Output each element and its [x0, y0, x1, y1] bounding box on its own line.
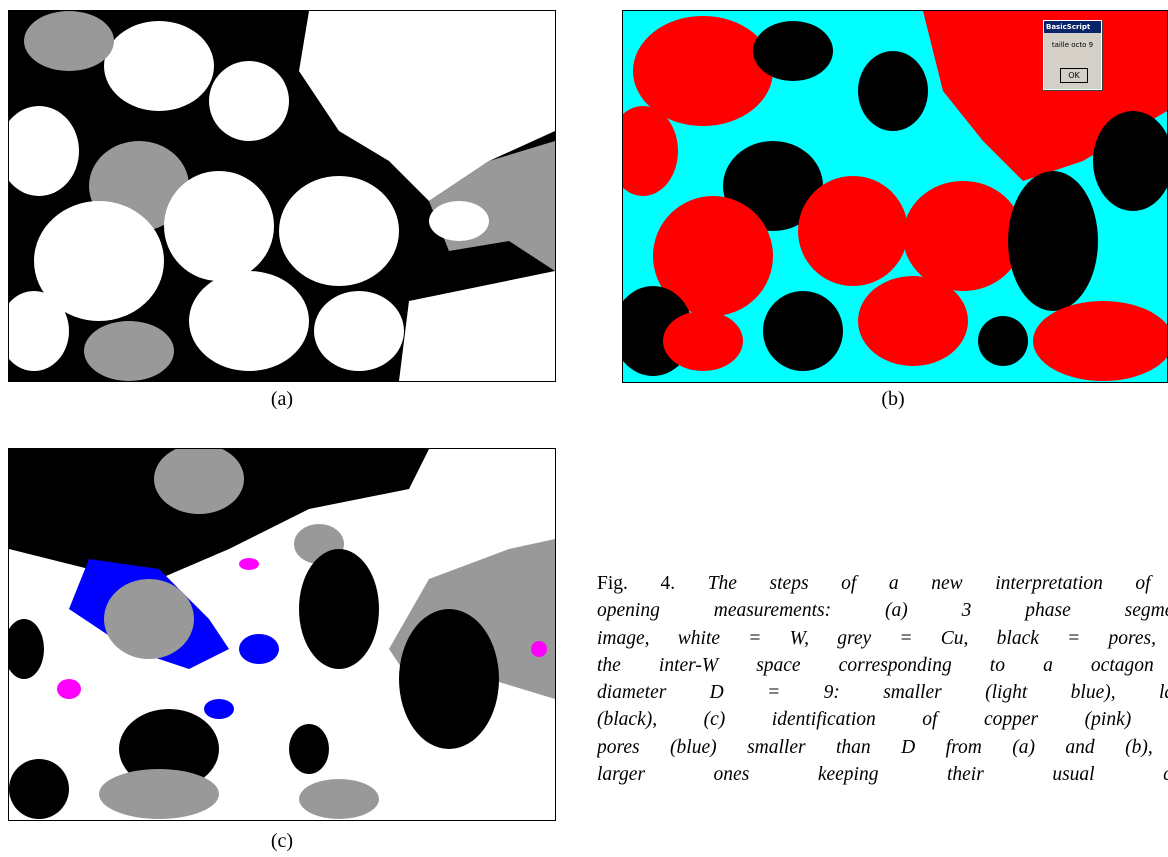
panel-label: (a): [232, 388, 332, 411]
caption-line: larger ones keeping their usual color.: [597, 761, 1168, 788]
dialog-message: taille octo 9: [1044, 41, 1101, 49]
caption-line: diameter D = 9: smaller (light blue), la…: [597, 679, 1168, 706]
caption-line: the inter-W space corresponding to a oct…: [597, 652, 1168, 679]
panel-label: (c): [232, 830, 332, 853]
caption-text: The steps of a new interpretation of 2D: [708, 573, 1168, 594]
panel-label: (b): [843, 388, 943, 411]
caption-text: image, white = W, grey = Cu, black = por…: [597, 628, 1168, 649]
caption-text: the inter-W space corresponding to a oct…: [597, 655, 1168, 676]
dialog: BasicScript taille octo 9 OK: [1043, 20, 1102, 90]
caption-line: pores (blue) smaller than D from (a) and…: [597, 734, 1168, 761]
page: (a) BasicScript taille octo 9 OK (b) (c)…: [0, 0, 1168, 857]
caption-text: diameter D = 9: smaller (light blue), la…: [597, 682, 1168, 703]
caption-line: (black), (c) identification of copper (p…: [597, 706, 1168, 733]
caption-text: pores (blue) smaller than D from (a) and…: [597, 737, 1168, 758]
caption-text: opening measurements: (a) 3 phase segmen…: [597, 600, 1168, 621]
caption-line: image, white = W, grey = Cu, black = por…: [597, 625, 1168, 652]
caption-text: larger ones keeping their usual color.: [597, 764, 1168, 785]
figure-number: Fig. 4.: [597, 573, 675, 594]
image-c: [8, 448, 556, 821]
caption-text: (black), (c) identification of copper (p…: [597, 709, 1168, 730]
ok-button[interactable]: OK: [1060, 68, 1088, 83]
dialog-title: BasicScript: [1044, 21, 1101, 33]
image-a: [8, 10, 556, 382]
caption-line: opening measurements: (a) 3 phase segmen…: [597, 597, 1168, 624]
caption: Fig. 4. The steps of a new interpretatio…: [597, 570, 1168, 788]
caption-line: Fig. 4. The steps of a new interpretatio…: [597, 570, 1168, 597]
